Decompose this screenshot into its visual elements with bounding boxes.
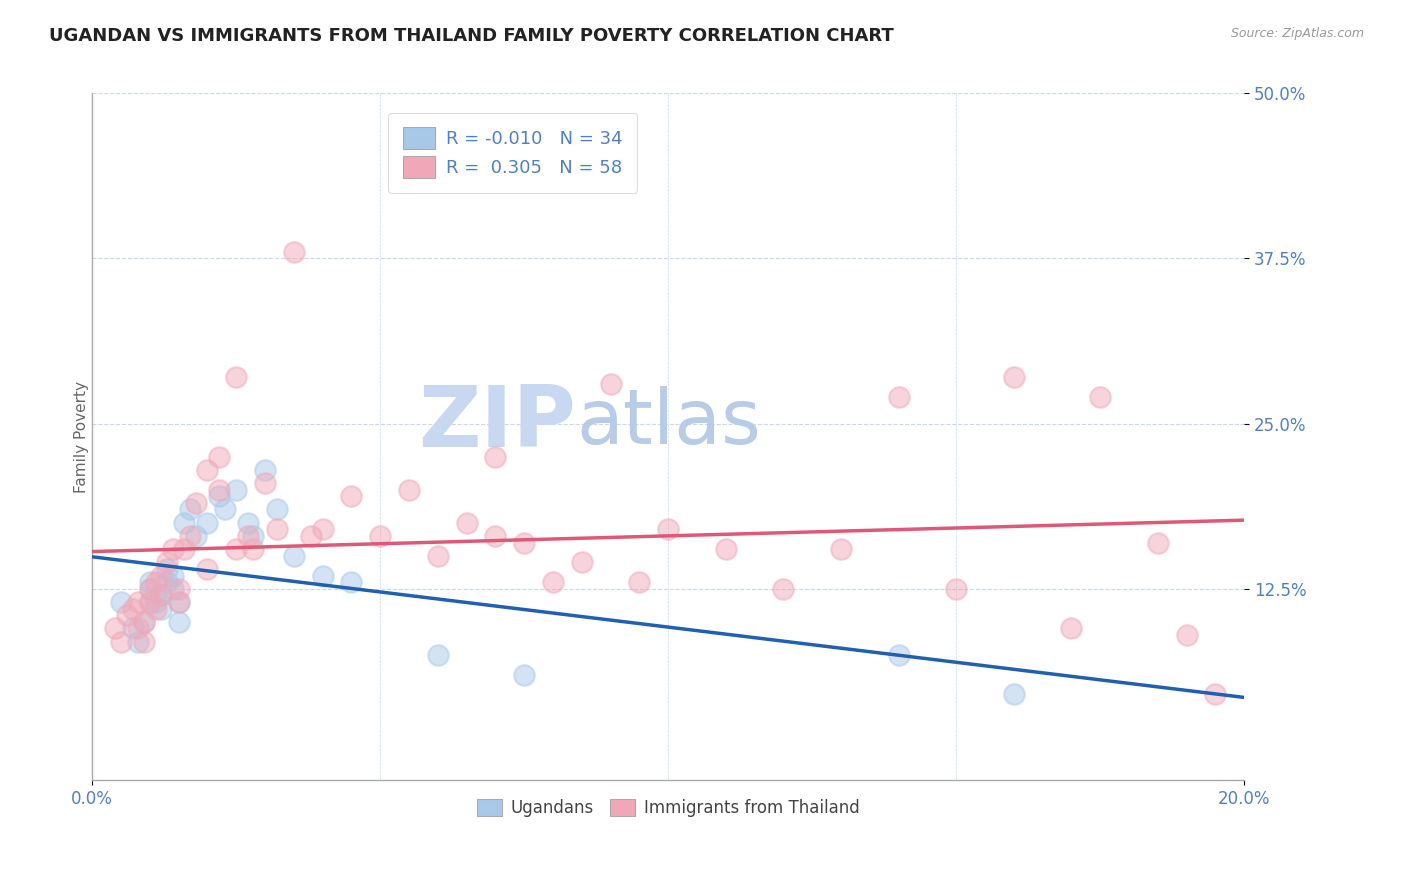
Text: UGANDAN VS IMMIGRANTS FROM THAILAND FAMILY POVERTY CORRELATION CHART: UGANDAN VS IMMIGRANTS FROM THAILAND FAMI… [49,27,894,45]
Point [225,483,247,497]
Point [139,595,162,609]
Point [208,489,231,503]
Point [299,529,322,543]
Point [830,542,852,557]
Point [127,595,149,609]
Point [340,575,363,590]
Point [208,483,231,497]
Point [167,595,190,609]
Point [139,595,162,609]
Text: ZIP: ZIP [419,382,576,465]
Point [162,582,184,596]
Point [266,502,288,516]
Point [1002,688,1025,702]
Point [150,601,173,615]
Point [167,615,190,629]
Point [145,575,167,590]
Point [311,522,333,536]
Point [398,483,420,497]
Point [887,648,910,662]
Point [167,582,190,596]
Point [110,595,132,609]
Point [139,582,162,596]
Point [225,370,247,384]
Point [772,582,794,596]
Point [173,542,195,557]
Point [945,582,967,596]
Point [253,463,276,477]
Point [225,542,247,557]
Point [1205,688,1227,702]
Point [132,615,155,629]
Point [145,601,167,615]
Point [115,608,138,623]
Point [197,562,219,576]
Point [1060,621,1083,635]
Point [104,621,127,635]
Point [156,555,179,569]
Point [208,450,231,464]
Point [484,529,506,543]
Point [311,568,333,582]
Y-axis label: Family Poverty: Family Poverty [73,381,89,493]
Legend: Ugandans, Immigrants from Thailand: Ugandans, Immigrants from Thailand [471,792,866,823]
Point [179,502,201,516]
Point [484,450,506,464]
Point [110,634,132,648]
Point [150,588,173,602]
Point [179,529,201,543]
Point [242,529,264,543]
Point [214,502,236,516]
Point [253,476,276,491]
Point [628,575,651,590]
Point [426,549,449,563]
Point [887,390,910,404]
Point [1175,628,1198,642]
Point [1002,370,1025,384]
Point [121,621,143,635]
Point [283,244,305,259]
Point [571,555,593,569]
Point [426,648,449,662]
Point [657,522,679,536]
Point [1090,390,1112,404]
Text: atlas: atlas [576,386,761,460]
Point [242,542,264,557]
Point [197,516,219,530]
Point [150,588,173,602]
Point [127,621,149,635]
Point [139,582,162,596]
Point [456,516,478,530]
Point [184,529,207,543]
Point [150,568,173,582]
Point [541,575,564,590]
Point [266,522,288,536]
Point [236,529,259,543]
Point [184,496,207,510]
Text: Source: ZipAtlas.com: Source: ZipAtlas.com [1230,27,1364,40]
Point [173,516,195,530]
Point [162,568,184,582]
Point [283,549,305,563]
Point [132,634,155,648]
Point [236,516,259,530]
Point [156,575,179,590]
Point [127,634,149,648]
Point [513,667,536,681]
Point [145,595,167,609]
Point [1147,535,1170,549]
Point [121,601,143,615]
Point [197,463,219,477]
Point [162,542,184,557]
Point [167,595,190,609]
Point [599,376,621,391]
Point [368,529,391,543]
Point [513,535,536,549]
Point [714,542,737,557]
Point [139,575,162,590]
Point [340,489,363,503]
Point [132,615,155,629]
Point [156,562,179,576]
